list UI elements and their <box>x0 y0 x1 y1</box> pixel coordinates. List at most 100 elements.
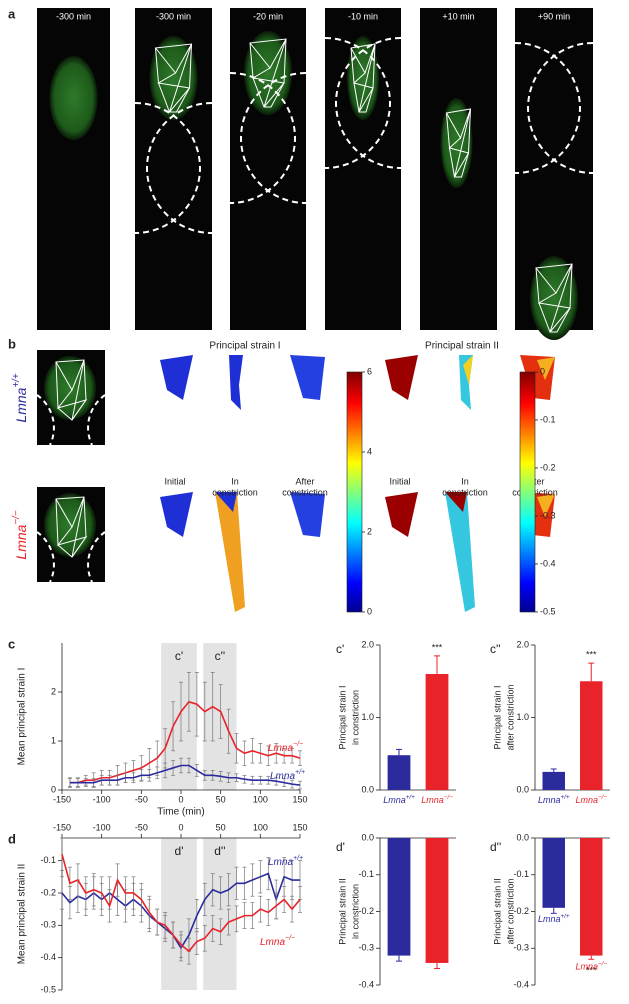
genotype-label: Lmna+/+ <box>270 769 305 781</box>
y-axis-label: after constriction <box>505 684 515 750</box>
colorbar-tick-label: 4 <box>367 446 372 456</box>
genotype-label: Lmna+/+ <box>383 794 415 805</box>
genotype-label: Lmna−/− <box>268 741 303 753</box>
strain-mesh <box>445 492 467 512</box>
y-tick-label: -0.4 <box>358 979 374 989</box>
stage-label: Initial <box>164 476 185 486</box>
panel-letter: c <box>8 636 15 651</box>
bar <box>425 674 449 790</box>
colorbar-tick-label: -0.3 <box>540 510 556 520</box>
time-label: -300 min <box>56 11 91 21</box>
colorbar-tick-label: 6 <box>367 366 372 376</box>
y-tick-label: -0.1 <box>513 869 529 879</box>
x-axis-label: Time (min) <box>157 807 204 818</box>
constriction-outline <box>514 42 581 174</box>
header: Principal strain II <box>425 341 499 352</box>
genotype-label: Lmna+/+ <box>538 794 570 805</box>
mesh-edge <box>350 43 376 113</box>
panel-letter: b <box>8 336 16 351</box>
x-tick-label: 100 <box>253 822 268 832</box>
strain-mesh <box>537 494 555 517</box>
panel-letter: d <box>8 831 16 846</box>
strain-mesh <box>537 357 555 380</box>
time-label: -10 min <box>348 11 378 21</box>
constriction-outline <box>87 394 106 446</box>
stage-label: constriction <box>212 487 258 497</box>
gene-name: Lmna <box>575 962 598 972</box>
strain-mesh <box>160 355 193 400</box>
y-axis-label: Principal strain II <box>492 878 502 945</box>
constriction-outline <box>240 72 307 204</box>
gene-name: Lmna <box>268 857 293 868</box>
header: Principal strain I <box>209 341 280 352</box>
y-axis-label: in constriction <box>350 884 360 939</box>
interval-label: c'' <box>215 649 226 663</box>
strain-mesh <box>290 492 325 537</box>
genotype: +/+ <box>560 794 569 801</box>
significance: *** <box>586 650 597 660</box>
series-line <box>69 700 301 784</box>
genotype: +/+ <box>295 769 305 776</box>
genotype: +/+ <box>293 855 303 862</box>
nucleus <box>49 56 98 140</box>
significance: *** <box>432 642 443 652</box>
bar <box>387 838 411 956</box>
gene-name: Lmna <box>538 914 561 924</box>
colorbar-tick-label: 0 <box>540 366 545 376</box>
significance: *** <box>586 966 597 976</box>
stage-label: In <box>231 476 239 486</box>
genotype-label: Lmna−/− <box>575 794 607 805</box>
mesh <box>535 263 573 333</box>
y-tick-label: -0.4 <box>40 952 56 962</box>
stage-label: constriction <box>442 487 488 497</box>
strain-mesh <box>229 355 243 410</box>
x-tick-label: 0 <box>178 794 183 804</box>
y-tick-label: -0.1 <box>40 855 56 865</box>
y-axis-label: in constriction <box>350 690 360 745</box>
time-label: -20 min <box>253 11 283 21</box>
y-tick-label: -0.5 <box>40 984 56 994</box>
colorbar-tick-label: -0.1 <box>540 414 556 424</box>
constriction-outline <box>335 37 402 169</box>
y-axis-label: Principal strain II <box>337 878 347 945</box>
constriction-outline <box>527 42 594 174</box>
y-tick-label: 1 <box>51 735 56 745</box>
colorbar-tick-label: -0.4 <box>540 558 556 568</box>
mesh <box>445 108 472 178</box>
constriction-outline <box>134 102 201 234</box>
bar <box>542 838 565 908</box>
bar <box>580 838 603 956</box>
y-tick-label: 0.0 <box>361 832 374 842</box>
chart-title: d' <box>336 840 345 854</box>
genotype-label: Lmna+/+ <box>268 855 303 867</box>
constriction-outline <box>36 394 55 446</box>
colorbar <box>346 371 363 613</box>
interval-label: c' <box>175 649 183 663</box>
y-tick-label: -0.2 <box>513 906 529 916</box>
x-tick-label: -150 <box>53 822 71 832</box>
bar <box>542 771 565 790</box>
nucleus <box>149 36 198 120</box>
strain-mesh <box>215 492 245 612</box>
genotype: −/− <box>285 935 295 942</box>
strain-mesh <box>445 492 475 612</box>
mesh-edge <box>535 263 573 333</box>
strain-mesh <box>215 492 237 512</box>
y-tick-label: 2.0 <box>516 639 529 649</box>
gene-name: Lmna <box>270 771 295 782</box>
nucleus <box>244 31 292 115</box>
time-label: +90 min <box>538 11 570 21</box>
stage-label: Initial <box>389 476 410 486</box>
mesh <box>350 43 376 113</box>
chart-title: c' <box>336 642 344 656</box>
x-tick-label: -150 <box>53 794 71 804</box>
mesh-edge <box>55 496 88 558</box>
colorbar-tick-label: 0 <box>367 606 372 616</box>
y-tick-label: 0.0 <box>361 784 374 794</box>
colorbar-tick-label: -0.5 <box>540 606 556 616</box>
mesh-edge <box>446 108 471 178</box>
shaded-interval <box>161 838 197 990</box>
strain-mesh <box>463 355 473 385</box>
y-tick-label: -0.4 <box>513 979 529 989</box>
y-tick-label: 2.0 <box>361 639 374 649</box>
